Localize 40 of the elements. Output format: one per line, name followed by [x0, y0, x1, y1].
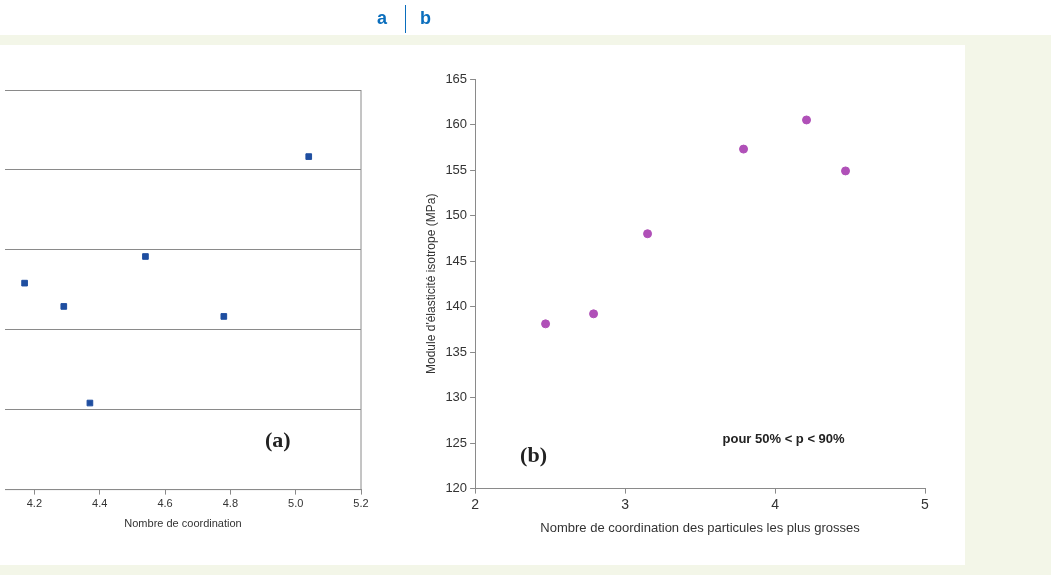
point: [589, 309, 599, 319]
point: [739, 144, 749, 154]
x-tick-label: 4.8: [222, 497, 239, 510]
point: [220, 313, 228, 320]
annotation: (a): [264, 427, 291, 453]
x-axis-title: Nombre de coordination des particules les plus grosses: [540, 519, 861, 535]
y-tick-label: 160: [445, 116, 468, 132]
x-axis-title: Nombre de coordination: [124, 517, 242, 530]
chart-title: b: [420, 8, 431, 29]
x-tick-label: 3: [621, 495, 630, 512]
point: [142, 253, 149, 260]
x-tick-label: 5.0: [288, 497, 304, 510]
x-tick-label: 5: [921, 495, 930, 512]
point: [802, 115, 812, 125]
annotation: (b): [520, 441, 547, 467]
y-tick-label: 120: [445, 480, 468, 496]
x-tick-label: 4.4: [92, 497, 108, 510]
y-tick-label: 140: [445, 298, 468, 314]
point: [86, 399, 94, 407]
point: [841, 166, 851, 176]
point: [305, 153, 313, 160]
annotation: pour 50% < p < 90%: [722, 431, 846, 447]
x-tick-label: 4: [771, 495, 780, 512]
y-tick-label: 145: [445, 252, 468, 268]
point: [643, 229, 653, 239]
point: [60, 303, 68, 310]
point: [541, 319, 551, 329]
y-tick-label: 165: [445, 70, 468, 86]
x-tick-label: 5.2: [353, 497, 369, 510]
point: [21, 279, 28, 287]
y-tick-label: 125: [445, 434, 468, 450]
x-tick-label: 2: [471, 495, 480, 512]
x-tick-label: 4.2: [26, 497, 43, 510]
y-tick-label: 130: [445, 389, 468, 405]
y-axis-title: Module d'élasticité isotrope (MPa): [423, 193, 438, 374]
y-tick-label: 155: [445, 161, 468, 177]
chart-title: a: [377, 8, 388, 29]
x-tick-label: 4.6: [157, 497, 173, 510]
y-tick-label: 150: [445, 207, 468, 223]
y-tick-label: 135: [445, 343, 468, 359]
